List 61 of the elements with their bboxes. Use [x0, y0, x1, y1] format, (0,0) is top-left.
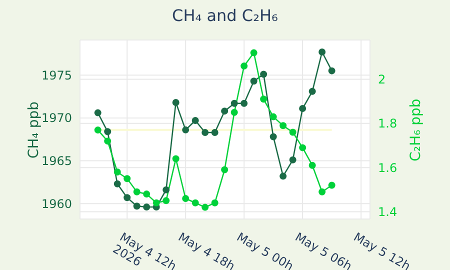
- point: [260, 96, 268, 103]
- point: [152, 199, 160, 206]
- point: [221, 166, 228, 174]
- point: [202, 129, 209, 136]
- y2-tick-label: 1.4: [378, 204, 398, 219]
- point: [299, 144, 306, 152]
- point: [221, 108, 228, 115]
- point: [318, 48, 326, 56]
- point: [230, 100, 238, 107]
- point: [143, 190, 150, 198]
- y2-tick-label: 1.6: [378, 160, 398, 175]
- y-axis-title: CH₄ ppb: [26, 101, 42, 159]
- point: [280, 122, 287, 130]
- y2-axis-title: C₂H₆ ppb: [408, 98, 424, 162]
- point: [211, 199, 218, 206]
- point: [308, 162, 316, 169]
- y-tick-label: 1960: [41, 196, 72, 211]
- point: [240, 62, 248, 70]
- point: [114, 168, 121, 176]
- point: [133, 188, 140, 196]
- point: [328, 182, 336, 189]
- point: [182, 194, 190, 202]
- point: [318, 188, 326, 196]
- x-tick-label: May 5 12h: [351, 230, 413, 270]
- point: [289, 128, 296, 136]
- point: [192, 199, 199, 206]
- y-tick-label: 1975: [41, 68, 72, 82]
- point: [143, 204, 150, 211]
- point: [289, 156, 296, 164]
- point: [299, 105, 306, 112]
- point: [202, 204, 209, 211]
- point: [211, 129, 218, 136]
- point: [250, 49, 258, 56]
- point: [133, 202, 140, 210]
- point: [240, 100, 248, 107]
- point: [162, 186, 170, 194]
- point: [250, 78, 258, 85]
- y-tick-label: 1965: [41, 154, 72, 168]
- point: [124, 194, 131, 202]
- point: [162, 197, 170, 204]
- point: [94, 109, 102, 116]
- point: [270, 113, 277, 120]
- y-tick-label: 1970: [41, 111, 72, 126]
- point: [172, 99, 180, 106]
- point: [94, 126, 102, 134]
- point: [280, 172, 287, 180]
- point: [104, 128, 112, 136]
- point: [328, 67, 336, 74]
- point: [124, 175, 131, 182]
- point: [104, 138, 112, 145]
- point: [260, 70, 268, 78]
- point: [270, 133, 277, 140]
- y2-tick-label: 2: [378, 72, 386, 87]
- y2-tick-label: 1.8: [378, 116, 398, 131]
- point: [192, 117, 199, 124]
- point: [308, 88, 316, 95]
- point: [114, 180, 121, 188]
- point: [172, 155, 180, 162]
- point: [230, 108, 238, 116]
- point: [182, 126, 190, 134]
- chart-title: CH₄ and C₂H₆: [171, 6, 279, 25]
